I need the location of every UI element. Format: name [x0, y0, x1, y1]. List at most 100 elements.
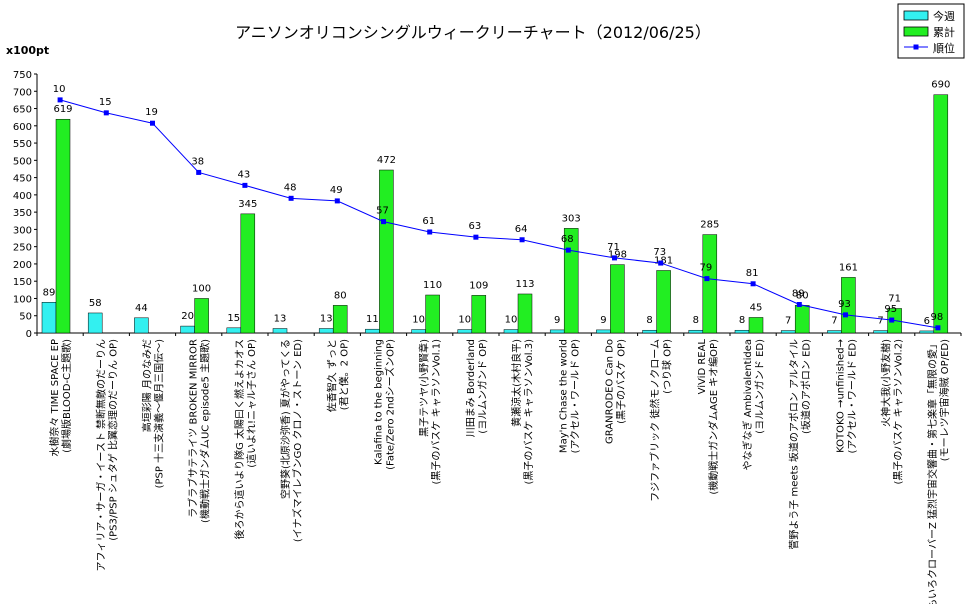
- rank-label: 43: [238, 169, 251, 180]
- rank-marker: [704, 276, 710, 282]
- data-label-this-week: 9: [600, 315, 606, 326]
- category-label: 空野葵(北原沙弥香) 夏がやってくる(イナズマイレブンGO クロノ・ストーン E…: [279, 339, 304, 542]
- data-label-total: 619: [53, 104, 72, 115]
- data-label-total: 71: [888, 293, 901, 304]
- category-label: フジファブリック 徒然モノクローム(つり球 OP): [649, 339, 674, 502]
- category-label: やなぎなぎ Ambivalentidea(ヨルムンガンド ED): [741, 339, 766, 471]
- category-label-line: (黒子のバスケ キャラソンVol.2): [893, 339, 905, 485]
- category-label-line: (ヨルムンガンド ED): [754, 339, 766, 434]
- rank-label: 57: [376, 206, 389, 217]
- bar-this-week: [365, 328, 380, 334]
- bar-total: [563, 228, 579, 334]
- rank-label: 48: [284, 182, 297, 193]
- bar-this-week: [87, 312, 103, 334]
- bar-this-week: [549, 329, 565, 334]
- category-label: ラブラブサテライツ BROKEN MIRROR(機動戦士ガンダムUC episo…: [187, 339, 212, 523]
- category-label-line: 菅野よう子 meets 坂道のアポロン アルタイル: [787, 339, 800, 550]
- category-label-line: 水樹奈々 TIME SPACE EP: [48, 339, 61, 457]
- bar-total: [471, 295, 487, 334]
- y-tick-label: 700: [13, 87, 32, 98]
- rank-marker: [612, 255, 617, 261]
- rank-line: [59, 99, 938, 329]
- y-tick-label: 300: [13, 225, 32, 236]
- legend-swatch-this-week: [903, 10, 929, 21]
- category-label: 佐香智久 ずっと(君と僕。2 OP): [325, 339, 350, 412]
- y-tick-label: 600: [13, 122, 32, 133]
- y-tick-label: 250: [13, 243, 32, 254]
- category-label-line: 川田まみ Borderland: [465, 339, 477, 437]
- rank-label: 64: [515, 224, 528, 235]
- bar-this-week: [919, 330, 935, 334]
- bar-total: [841, 277, 856, 334]
- rank-marker: [473, 234, 479, 240]
- rank-marker: [935, 325, 941, 331]
- plot-area: 0 50 100 150 200 250 300 350 400 450 500 550 600 650 7…: [13, 70, 962, 604]
- data-label-this-week: 15: [227, 313, 240, 324]
- data-label-total: 161: [839, 262, 858, 273]
- y-tick-label: 50: [19, 312, 32, 323]
- category-label-line: (モーレツ宇宙海賊 OP/ED): [938, 339, 951, 461]
- category-label-line: ViViD REAL: [697, 339, 708, 395]
- category-label: KOTOKO →unfinished→(アクセル・ワールド ED): [836, 339, 859, 454]
- bar-total: [702, 234, 718, 334]
- category-label-line: (つり球 OP): [661, 339, 674, 394]
- y-tick-label: 500: [13, 156, 32, 167]
- bar-this-week: [457, 329, 473, 334]
- data-label-this-week: 7: [877, 316, 883, 327]
- bar-this-week: [180, 325, 195, 334]
- data-label-this-week: 13: [320, 314, 333, 325]
- category-label-line: (黒子のバスケ キャラソンVol.1): [431, 339, 443, 485]
- bar-this-week: [642, 329, 657, 334]
- y-tick-label: 550: [13, 139, 32, 150]
- category-label: 火神大我(小野友樹)(黒子のバスケ キャラソンVol.2): [880, 339, 905, 485]
- legend-marker-rank: [913, 44, 919, 50]
- bar-total: [425, 294, 440, 334]
- bar-this-week: [134, 317, 149, 334]
- data-label-total: 100: [192, 283, 211, 294]
- bar-total: [332, 305, 348, 334]
- category-label-line: 高垣彩陽 月のなみだ: [141, 339, 154, 432]
- bar-this-week: [873, 330, 888, 334]
- legend-label-total: 累計: [933, 25, 955, 39]
- category-label: 菅野よう子 meets 坂道のアポロン アルタイル(坂道のアポロン ED): [787, 339, 812, 550]
- category-label-line: フジファブリック 徒然モノクローム: [649, 339, 662, 502]
- rank-label: 19: [145, 107, 158, 118]
- rank-marker: [288, 195, 294, 201]
- category-label-line: (君と僕。2 OP): [337, 339, 350, 410]
- data-label-this-week: 7: [831, 316, 837, 327]
- category-label: ももいろクローバーZ 猛烈宇宙交響曲・第七楽章「無限の愛」(モーレツ宇宙海賊 O…: [926, 339, 951, 604]
- rank-label: 98: [931, 312, 944, 323]
- category-label-line: May'n Chase the world: [558, 339, 569, 453]
- category-label-line: (這いよれ!ニャル子さん OP): [245, 339, 258, 468]
- category-label: 黒子テツヤ(小野賢章)(黒子のバスケ キャラソンVol.1): [418, 339, 443, 485]
- category-label-line: (PS3/PSP シュタゲ 比翼恋理のだーりん OP): [106, 339, 119, 541]
- bar-total: [933, 94, 949, 334]
- category-label-line: GRANRODEO Can Do: [605, 339, 616, 444]
- legend-label-this-week: 今週: [933, 9, 955, 23]
- y-tick-label: 200: [13, 260, 32, 271]
- bar-this-week: [503, 329, 519, 334]
- category-label-line: (黒子のバスケ OP): [616, 339, 628, 424]
- data-label-this-week: 13: [274, 314, 287, 325]
- category-label-line: KOTOKO →unfinished→: [836, 339, 847, 453]
- rank-marker: [57, 97, 63, 103]
- category-label-line: (機動戦士ガンダムUC episode5 主題歌): [199, 339, 212, 523]
- bar-this-week: [41, 302, 57, 334]
- rank-marker: [843, 312, 848, 318]
- data-label-total: 110: [423, 280, 442, 291]
- category-label: 川田まみ Borderland(ヨルムンガンド OP): [465, 339, 489, 437]
- bar-this-week: [780, 330, 796, 334]
- category-label: 高垣彩陽 月のなみだ(PSP 十三支演義～偃月三国伝～): [141, 339, 166, 488]
- rank-marker: [427, 229, 433, 235]
- data-label-total: 113: [515, 279, 534, 290]
- data-label-this-week: 58: [89, 298, 102, 309]
- legend-swatch-total: [903, 26, 929, 37]
- y-tick-label: 0: [26, 329, 32, 340]
- bar-total: [656, 270, 671, 334]
- data-label-total: 45: [750, 302, 763, 313]
- data-label-this-week: 11: [366, 314, 379, 325]
- category-label-line: Kalafina to the beginning: [374, 339, 385, 465]
- data-label-this-week: 6: [924, 316, 930, 327]
- y-tick-label: 100: [13, 294, 32, 305]
- data-label-total: 472: [377, 155, 396, 166]
